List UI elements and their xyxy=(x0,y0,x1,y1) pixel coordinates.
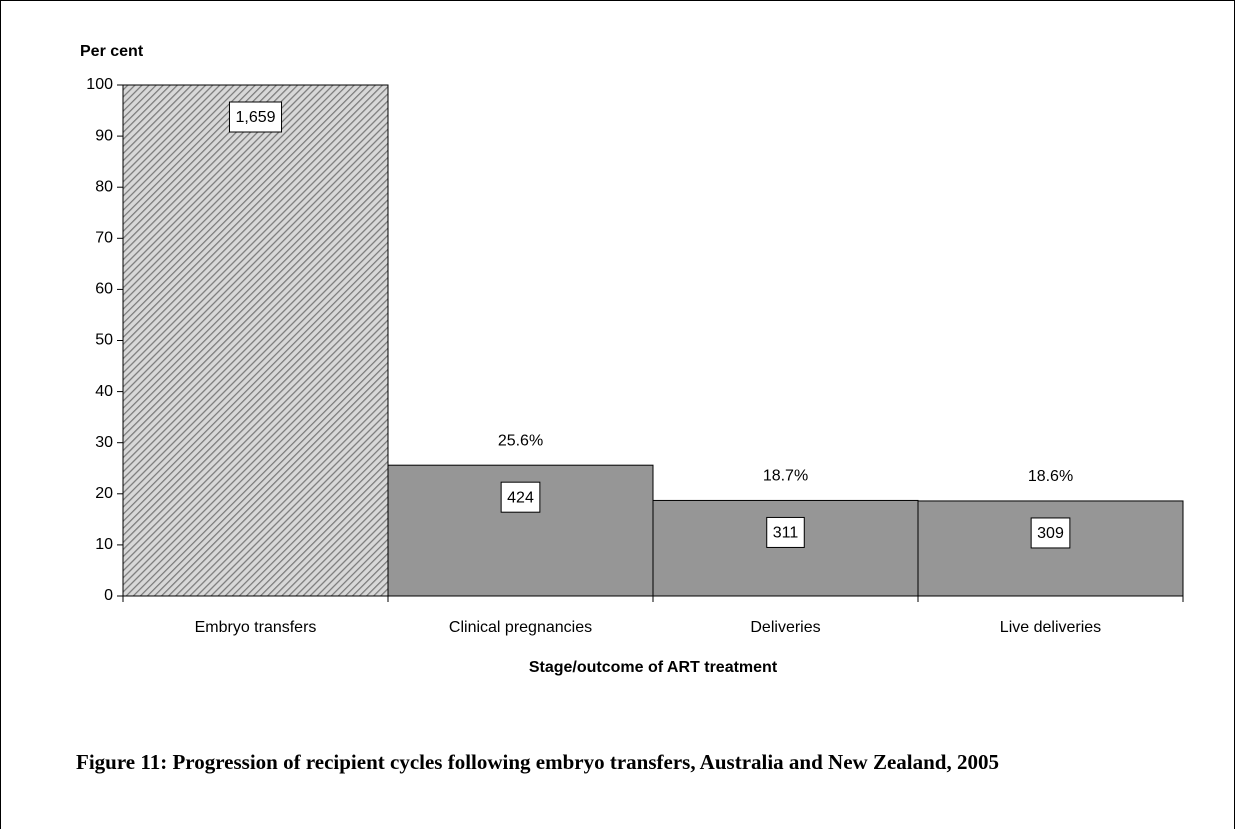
count-label: 311 xyxy=(773,525,799,542)
y-tick-label: 100 xyxy=(86,76,113,93)
y-tick-label: 40 xyxy=(95,383,113,400)
value-label: 18.6% xyxy=(1028,468,1073,485)
bar xyxy=(122,84,389,597)
count-box xyxy=(228,101,283,133)
y-tick-label: 20 xyxy=(95,485,113,502)
y-tick-label: 50 xyxy=(95,332,113,349)
count-label: 309 xyxy=(1037,525,1064,542)
value-label: 18.7% xyxy=(763,468,808,485)
y-tick-label: 80 xyxy=(95,178,113,195)
count-label: 1,659 xyxy=(235,109,275,126)
y-tick-label: 90 xyxy=(95,127,113,144)
y-tick-label: 60 xyxy=(95,281,113,298)
x-tick-label: Deliveries xyxy=(750,619,820,636)
y-tick-label: 0 xyxy=(104,587,113,604)
x-tick-label: Embryo transfers xyxy=(195,619,317,636)
y-tick-label: 70 xyxy=(95,230,113,247)
y-tick-label: 30 xyxy=(95,434,113,451)
count-box xyxy=(766,516,805,548)
x-axis-title: Stage/outcome of ART treatment xyxy=(529,659,778,676)
count-box xyxy=(1030,517,1071,549)
count-label: 424 xyxy=(507,489,534,506)
caption: Figure 11: Progression of recipient cycl… xyxy=(76,750,999,774)
y-tick-label: 10 xyxy=(95,536,113,553)
count-box xyxy=(500,481,541,513)
y-axis-title: Per cent xyxy=(80,43,144,60)
bar xyxy=(917,500,1184,597)
bar xyxy=(652,499,919,597)
value-label: 25.6% xyxy=(498,432,543,449)
x-tick-label: Clinical pregnancies xyxy=(449,619,592,636)
x-tick-label: Live deliveries xyxy=(1000,619,1101,636)
